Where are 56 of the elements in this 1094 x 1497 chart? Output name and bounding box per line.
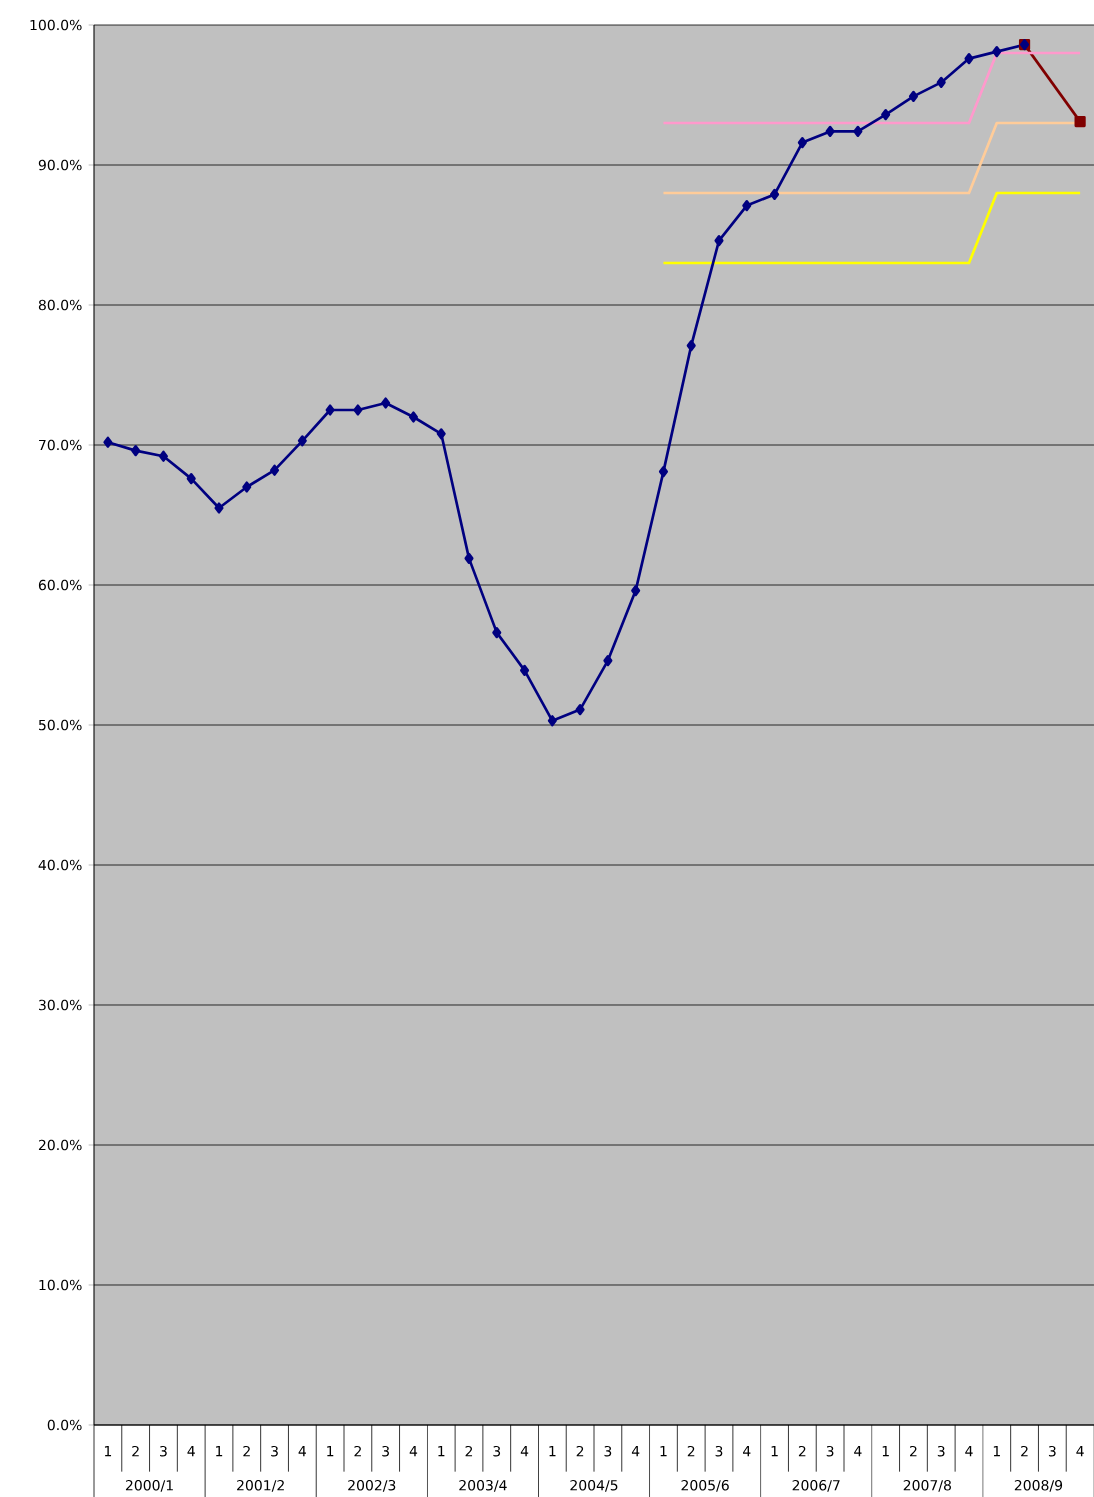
y-tick-label: 10.0% [39, 1279, 82, 1291]
y-tick-label: 60.0% [38, 579, 82, 591]
x-tick-label: 1 [993, 1445, 1000, 1457]
x-tick-label: 3 [604, 1445, 612, 1457]
x-tick-label: 1 [104, 1445, 112, 1457]
y-tick-label: 90.0% [38, 159, 82, 171]
x-tick-label: 1 [438, 1445, 445, 1457]
x-tick-label: 4 [631, 1445, 640, 1457]
x-tick-label: 2 [132, 1445, 139, 1457]
y-tick-label: 100.0% [30, 19, 82, 31]
text: 2004/5 [570, 1479, 618, 1492]
text: 2005/6 [681, 1479, 729, 1492]
y-tick-label: 0.0% [47, 1419, 82, 1431]
x-tick-label: 3 [1048, 1445, 1056, 1457]
text: 2003/4 [459, 1479, 507, 1492]
x-tick-label: 2 [354, 1445, 361, 1457]
y-tick-label: 20.0% [38, 1139, 82, 1151]
x-tick-label: 2 [465, 1445, 473, 1457]
x-tick-label: 2 [798, 1445, 806, 1457]
x-tick-label: 1 [882, 1445, 889, 1457]
x-tick-label: 3 [826, 1445, 834, 1457]
text: 2006/7 [792, 1479, 840, 1492]
x-tick-label: 3 [271, 1445, 278, 1457]
x-tick-label: 4 [965, 1445, 973, 1457]
x-tick-label: 4 [520, 1445, 529, 1457]
x-tick-label: 1 [327, 1445, 334, 1457]
x-tick-label: 2 [243, 1445, 250, 1457]
x-tick-label: 4 [409, 1445, 418, 1457]
x-tick-label: 4 [187, 1445, 195, 1457]
x-tick-label: 1 [660, 1445, 667, 1457]
x-tick-label: 3 [382, 1445, 389, 1457]
x-tick-label: 3 [937, 1445, 945, 1457]
x-tick-label: 4 [854, 1445, 862, 1457]
y-tick-label: 40.0% [38, 859, 82, 871]
x-tick-label: 2 [687, 1445, 695, 1457]
x-tick-label: 1 [216, 1445, 223, 1457]
x-tick-label: 1 [771, 1445, 778, 1457]
x-tick-label: 4 [298, 1445, 306, 1457]
y-tick-label: 70.0% [39, 439, 82, 451]
text: 2000/1 [125, 1479, 173, 1492]
x-tick-label: 4 [1076, 1445, 1084, 1457]
x-tick-label: 2 [576, 1445, 584, 1457]
x-tick-label: 3 [160, 1445, 167, 1457]
y-tick-label: 80.0% [38, 299, 82, 311]
text: 2001/2 [237, 1479, 284, 1492]
text: 2008/9 [1014, 1479, 1063, 1492]
x-tick-label: 1 [549, 1445, 556, 1457]
x-tick-label: 3 [493, 1445, 501, 1457]
text: 2002/3 [348, 1479, 396, 1492]
y-tick-label: 50.0% [39, 719, 82, 731]
x-tick-label: 4 [743, 1445, 751, 1457]
x-tick-label: 3 [715, 1445, 723, 1457]
text: 2007/8 [903, 1479, 951, 1492]
y-tick-label: 30.0% [38, 999, 82, 1011]
x-tick-label: 2 [1021, 1445, 1028, 1457]
x-tick-label: 2 [910, 1445, 917, 1457]
